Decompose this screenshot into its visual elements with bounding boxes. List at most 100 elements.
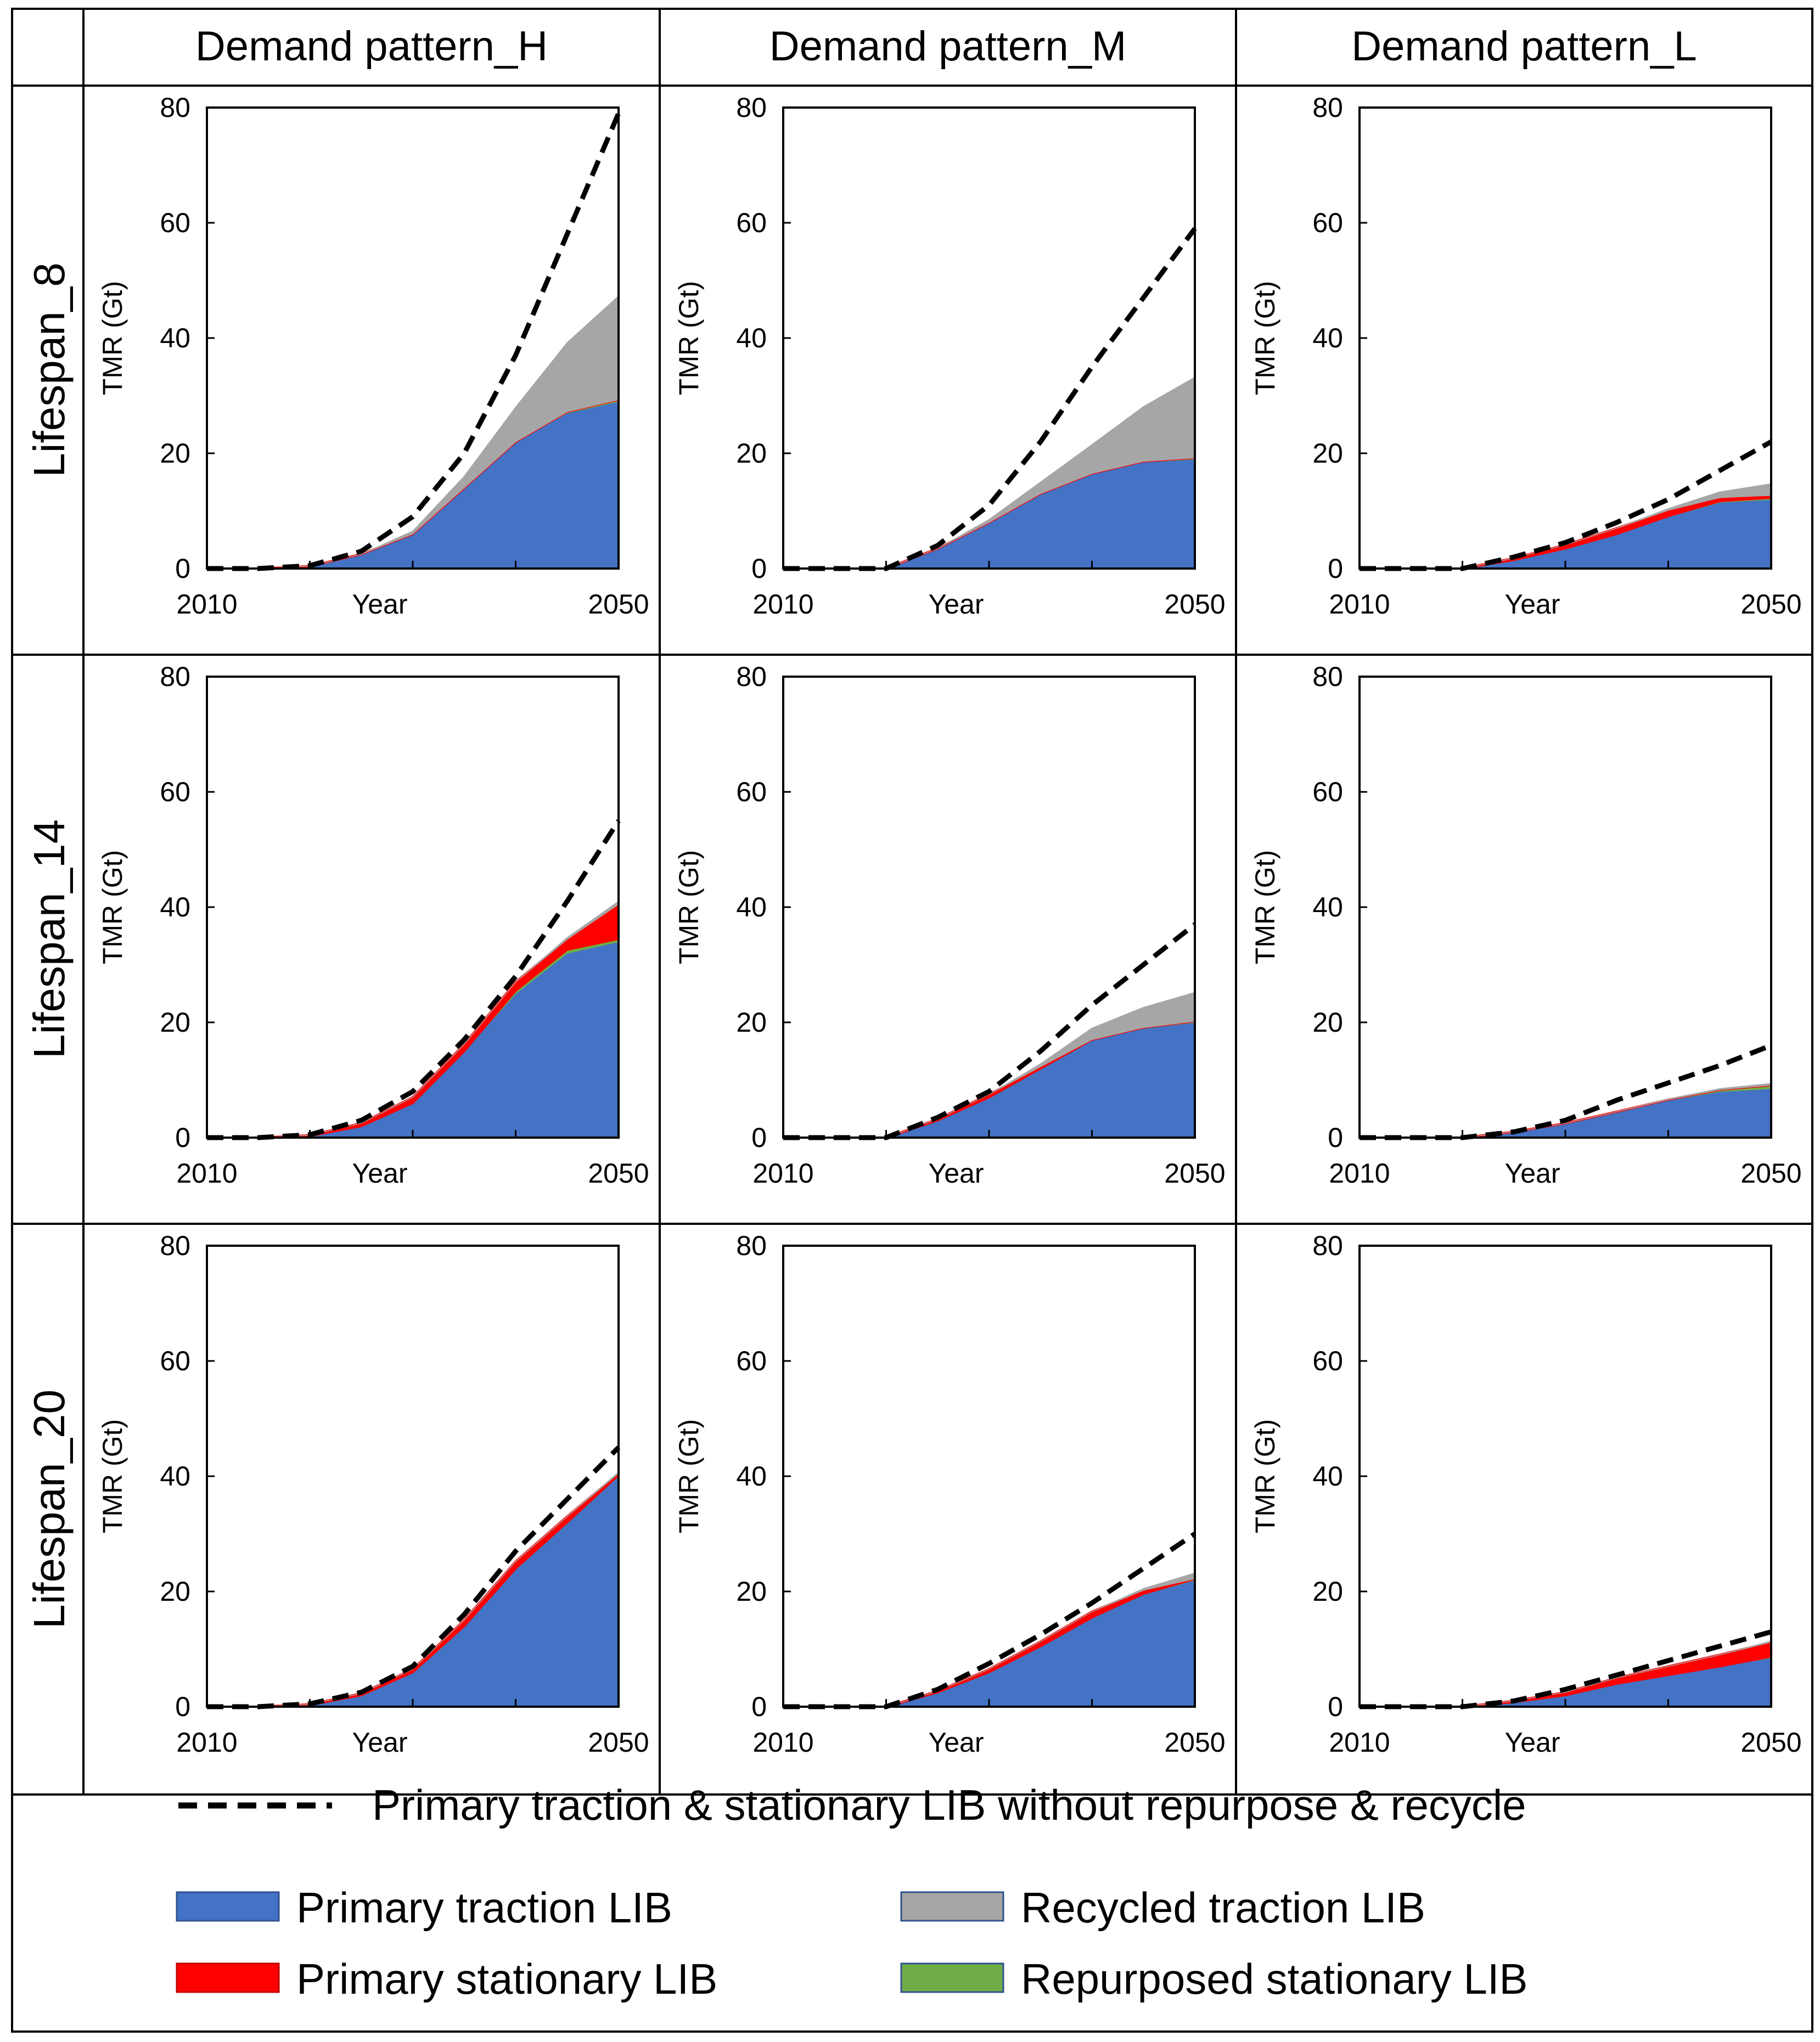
legend-label-recycled-traction: Recycled traction LIB — [1021, 1883, 1425, 1932]
y-tick-label: 40 — [160, 323, 190, 353]
y-axis-label: TMR (Gt) — [97, 281, 128, 395]
y-tick-label: 60 — [160, 1346, 190, 1376]
y-tick-label: 20 — [736, 1576, 767, 1607]
y-tick-label: 20 — [160, 438, 190, 469]
y-axis-label: TMR (Gt) — [97, 850, 128, 964]
x-tick-label: 2010 — [752, 1158, 813, 1189]
dashed-line-total-without-repurpose — [1360, 1629, 1772, 1709]
y-tick-label: 60 — [160, 207, 190, 238]
x-tick-label: 2010 — [176, 1158, 237, 1189]
dashed-line-total-without-repurpose — [1360, 1043, 1772, 1140]
y-tick-label: 20 — [736, 1007, 767, 1038]
x-tick-label: 2010 — [752, 1727, 813, 1758]
chart-panel-5: 0 20 40 60 80 2010 2050 Year TMR (Gt) — [673, 661, 1226, 1189]
y-tick-label: 0 — [751, 1122, 767, 1153]
y-tick-label: 40 — [736, 892, 767, 922]
y-axis-label: TMR (Gt) — [673, 850, 704, 964]
legend-label-repurposed-stationary: Repurposed stationary LIB — [1021, 1955, 1528, 2003]
y-tick-label: 60 — [736, 777, 767, 807]
chart-panels: 0 20 40 60 80 2010 2050 Year TMR (Gt) 0 20 40 60 80 20… — [97, 92, 1802, 1758]
x-tick-label: 2010 — [176, 1727, 237, 1758]
x-tick-label: 2050 — [1164, 1727, 1225, 1758]
y-tick-label: 0 — [751, 1691, 767, 1722]
y-tick-label: 20 — [1312, 438, 1343, 469]
dashed-line-total-without-repurpose — [207, 819, 621, 1140]
legend-swatch-primary-stationary — [176, 1962, 280, 1993]
legend-label-primary-stationary: Primary stationary LIB — [296, 1955, 717, 2003]
y-tick-label: 40 — [736, 323, 767, 353]
dashed-line-total-without-repurpose — [1360, 440, 1773, 571]
y-tick-label: 40 — [160, 892, 190, 922]
y-tick-label: 80 — [1312, 661, 1343, 692]
chart-panel-3: 0 20 40 60 80 2010 2050 Year TMR (Gt) — [1250, 92, 1802, 620]
area-primary-traction-lib — [1360, 499, 1772, 569]
y-tick-label: 60 — [1312, 207, 1343, 238]
x-axis-label: Year — [928, 1727, 984, 1758]
x-tick-label: 2050 — [1740, 1727, 1801, 1758]
chart-panel-9: 0 20 40 60 80 2010 2050 Year TMR (Gt) — [1250, 1230, 1802, 1758]
legend-swatch-repurposed-stationary — [900, 1962, 1004, 1993]
y-tick-label: 0 — [175, 1691, 190, 1722]
x-axis-label: Year — [1504, 1727, 1560, 1758]
x-tick-label: 2010 — [1329, 1158, 1390, 1189]
y-axis-label: TMR (Gt) — [1250, 281, 1280, 395]
row-header-lifespan-20: Lifespan_20 — [25, 1390, 74, 1629]
y-axis-label: TMR (Gt) — [673, 281, 704, 395]
y-tick-label: 20 — [1312, 1576, 1343, 1607]
y-tick-label: 80 — [160, 661, 190, 692]
chart-panel-6: 0 20 40 60 80 2010 2050 Year TMR (Gt) — [1250, 661, 1802, 1189]
y-tick-label: 20 — [1312, 1007, 1343, 1038]
x-axis-label: Year — [1504, 1158, 1560, 1189]
chart-panel-4: 0 20 40 60 80 2010 2050 Year TMR (Gt) — [97, 661, 649, 1189]
dashed-line-total-without-repurpose — [207, 1445, 621, 1709]
y-tick-label: 60 — [160, 777, 190, 807]
x-tick-label: 2050 — [588, 1158, 649, 1189]
chart-panel-2: 0 20 40 60 80 2010 2050 Year TMR (Gt) — [673, 92, 1226, 620]
y-tick-label: 40 — [1312, 1461, 1343, 1492]
column-header-h: Demand pattern_H — [195, 23, 548, 70]
y-tick-label: 0 — [175, 1122, 190, 1153]
x-tick-label: 2050 — [588, 1727, 649, 1758]
x-tick-label: 2050 — [1740, 1158, 1801, 1189]
x-tick-label: 2010 — [176, 589, 237, 620]
column-header-l: Demand pattern_L — [1351, 23, 1697, 70]
y-tick-label: 80 — [1312, 92, 1343, 123]
legend-swatch-recycled-traction — [900, 1891, 1004, 1922]
y-tick-label: 60 — [1312, 777, 1343, 807]
dashed-line-total-without-repurpose — [207, 112, 621, 571]
x-tick-label: 2010 — [1329, 589, 1390, 620]
legend: Primary traction & stationary LIB withou… — [176, 1781, 1528, 2003]
x-tick-label: 2050 — [1164, 589, 1225, 620]
x-tick-label: 2050 — [1164, 1158, 1225, 1189]
plot-frame — [1358, 1245, 1772, 1708]
y-tick-label: 80 — [1312, 1230, 1343, 1261]
y-tick-label: 0 — [1328, 553, 1343, 584]
y-axis-label: TMR (Gt) — [1250, 850, 1280, 964]
x-axis-label: Year — [352, 1727, 407, 1758]
chart-panel-1: 0 20 40 60 80 2010 2050 Year TMR (Gt) — [97, 92, 649, 620]
y-tick-label: 60 — [1312, 1346, 1343, 1376]
y-axis-label: TMR (Gt) — [673, 1419, 704, 1533]
y-tick-label: 40 — [1312, 892, 1343, 922]
y-tick-label: 0 — [175, 553, 190, 584]
area-primary-traction-lib — [783, 1022, 1195, 1138]
row-header-lifespan-8: Lifespan_8 — [25, 262, 74, 477]
legend-dashed-label: Primary traction & stationary LIB withou… — [372, 1781, 1526, 1829]
x-tick-label: 2050 — [588, 589, 649, 620]
area-primary-traction-lib — [207, 941, 619, 1138]
y-tick-label: 80 — [160, 92, 190, 123]
dashed-line-total-without-repurpose — [783, 227, 1197, 571]
y-tick-label: 60 — [736, 207, 767, 238]
y-axis-label: TMR (Gt) — [97, 1419, 128, 1533]
legend-swatch-primary-traction — [176, 1891, 280, 1922]
y-tick-label: 80 — [160, 1230, 190, 1261]
y-tick-label: 20 — [160, 1576, 190, 1607]
y-tick-label: 80 — [736, 92, 767, 123]
chart-panel-7: 0 20 40 60 80 2010 2050 Year TMR (Gt) — [97, 1230, 649, 1758]
column-header-m: Demand pattern_M — [769, 23, 1127, 70]
area-primary-traction-lib — [783, 458, 1195, 569]
x-axis-label: Year — [928, 1158, 984, 1189]
y-tick-label: 80 — [736, 661, 767, 692]
x-axis-label: Year — [928, 589, 984, 620]
